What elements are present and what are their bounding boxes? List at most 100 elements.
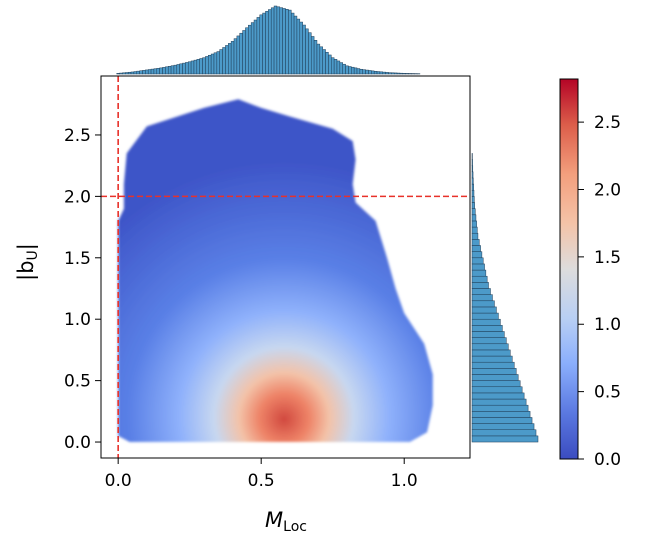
histogram-y-bar (472, 307, 496, 313)
histogram-y-bar (472, 313, 498, 319)
histogram-y-bar (472, 239, 479, 245)
histogram-x-bar (188, 62, 191, 74)
histogram-x-bar (388, 73, 391, 74)
histogram-x-bar (386, 72, 389, 74)
colorbar: 0.00.51.01.52.02.5 (560, 79, 621, 470)
histogram-x-bar (265, 11, 268, 74)
histogram-y-bar (472, 227, 477, 233)
colorbar-tick-label: 1.5 (594, 248, 621, 268)
histogram-y-bar (472, 233, 478, 239)
histogram-x-bar (177, 64, 180, 74)
histogram-y-bar (472, 362, 514, 368)
x-tick-label: 0.0 (105, 471, 132, 491)
histogram-x-bar (274, 6, 277, 74)
histogram-y-bar (472, 160, 473, 166)
histogram-x-bar (283, 8, 286, 74)
histogram-x-bar (340, 63, 343, 74)
histogram-y-bar (472, 184, 474, 190)
y-axis-ticks: 0.00.51.01.52.02.5 (64, 126, 101, 453)
histogram-x-bar (288, 10, 291, 74)
histogram-x-bar (337, 61, 340, 74)
histogram-x-bar (157, 68, 160, 74)
histogram-x-bar (409, 73, 412, 74)
histogram-x-bar (117, 73, 120, 74)
colorbar-tick-label: 2.0 (594, 180, 621, 200)
histogram-y-bar (472, 221, 477, 227)
histogram-y-bar (472, 215, 476, 221)
y-tick-label: 2.0 (64, 187, 91, 207)
histogram-x-bar (271, 8, 274, 74)
histogram-x-bar (317, 44, 320, 74)
histogram-x-bar (363, 70, 366, 74)
histogram-x-bar (291, 13, 294, 74)
colorbar-tick-label: 1.0 (594, 315, 621, 335)
histogram-x-bar (403, 73, 406, 74)
histogram-y-bar (472, 356, 512, 362)
histogram-x-bar (306, 29, 309, 74)
histogram-x-bar (374, 71, 377, 74)
histogram-y-bar (472, 209, 475, 215)
histogram-x-bar (197, 59, 200, 74)
histogram-y-bar (472, 374, 518, 380)
histogram-x-bar (383, 72, 386, 74)
histogram-y-bar (472, 399, 526, 405)
histogram-y-bar (472, 430, 536, 436)
histogram-y-bar (472, 196, 474, 202)
histogram-x-bar (211, 54, 214, 74)
marginal-histogram-x (117, 6, 420, 74)
x-axis-label: MLoc (265, 508, 307, 534)
histogram-x-bar (286, 9, 289, 74)
histogram-x-bar (185, 62, 188, 74)
histogram-x-bar (125, 73, 128, 75)
histogram-x-bar (225, 45, 228, 74)
histogram-y-bar (472, 166, 473, 172)
histogram-x-bar (245, 28, 248, 74)
histogram-y-bar (472, 301, 494, 307)
histogram-x-bar (131, 72, 134, 74)
histogram-y-bar (472, 368, 516, 374)
histogram-x-bar (208, 55, 211, 74)
histogram-x-bar (314, 40, 317, 74)
histogram-x-bar (240, 33, 243, 74)
histogram-x-bar (165, 67, 168, 74)
x-tick-label: 1.0 (391, 471, 418, 491)
histogram-x-bar (120, 73, 123, 74)
histogram-x-bar (160, 68, 163, 74)
histogram-y-bar (472, 172, 473, 178)
histogram-x-bar (183, 63, 186, 74)
histogram-x-bar (134, 72, 137, 74)
histogram-x-bar (171, 66, 174, 74)
histogram-x-bar (391, 73, 394, 74)
histogram-x-bar (168, 66, 171, 74)
histogram-y-bar (472, 331, 504, 337)
histogram-x-bar (234, 39, 237, 74)
histogram-x-bar (140, 71, 143, 74)
density-region (118, 99, 433, 442)
colorbar-tick-label: 0.0 (594, 450, 621, 470)
histogram-y-bar (472, 417, 532, 423)
histogram-x-bar (194, 60, 197, 74)
colorbar-tick-label: 0.5 (594, 383, 621, 403)
histogram-x-bar (248, 25, 251, 74)
histogram-y-bar (472, 338, 506, 344)
y-tick-label: 0.0 (64, 433, 91, 453)
histogram-x-bar (277, 7, 280, 74)
histogram-x-bar (220, 50, 223, 74)
histogram-x-bar (128, 72, 131, 74)
histogram-x-bar (122, 73, 125, 74)
histogram-x-bar (191, 61, 194, 74)
histogram-x-bar (280, 8, 283, 74)
y-tick-label: 2.5 (64, 126, 91, 146)
histogram-y-bar (472, 350, 510, 356)
histogram-x-bar (371, 71, 374, 74)
histogram-x-bar (326, 52, 329, 74)
histogram-y-bar (472, 436, 538, 442)
histogram-x-bar (205, 56, 208, 74)
histogram-x-bar (308, 33, 311, 74)
y-tick-label: 0.5 (64, 372, 91, 392)
colorbar-gradient (560, 79, 578, 459)
histogram-y-bar (472, 276, 487, 282)
histogram-x-bar (180, 64, 183, 74)
histogram-x-bar (263, 13, 266, 74)
